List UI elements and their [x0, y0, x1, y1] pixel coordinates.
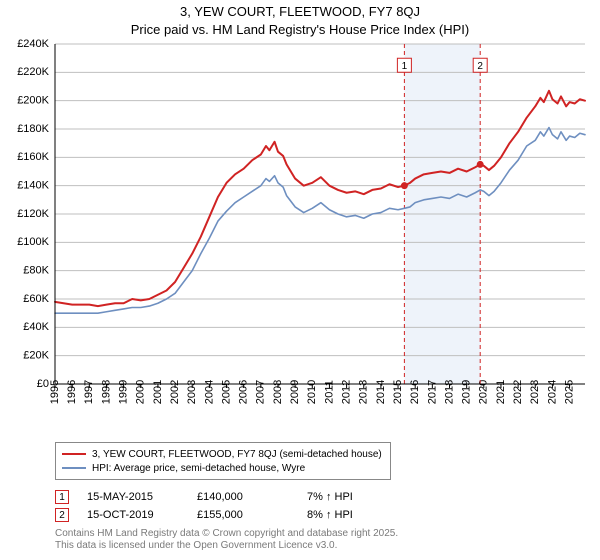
- sale-date: 15-MAY-2015: [87, 491, 197, 503]
- x-axis-tick-label: 2013: [358, 380, 370, 404]
- y-axis-tick-label: £20K: [23, 350, 49, 362]
- x-axis-tick-label: 2021: [495, 380, 507, 404]
- sale-date: 15-OCT-2019: [87, 509, 197, 521]
- x-axis-tick-label: 2009: [289, 380, 301, 404]
- x-axis-tick-label: 1997: [83, 380, 95, 404]
- x-axis-tick-label: 2017: [426, 380, 438, 404]
- y-axis-tick-label: £240K: [17, 38, 49, 50]
- x-axis-tick-label: 2014: [375, 380, 387, 404]
- x-axis-tick-label: 2001: [152, 380, 164, 404]
- x-axis-tick-label: 2010: [306, 380, 318, 404]
- x-axis-tick-label: 2022: [512, 380, 524, 404]
- x-axis-tick-label: 2005: [220, 380, 232, 404]
- x-axis-tick-label: 2006: [238, 380, 250, 404]
- x-axis-tick-label: 2002: [169, 380, 181, 404]
- legend-label: HPI: Average price, semi-detached house,…: [92, 463, 305, 474]
- x-axis-tick-label: 2019: [461, 380, 473, 404]
- x-axis-tick-label: 2003: [186, 380, 198, 404]
- table-row: 2 15-OCT-2019 £155,000 8% ↑ HPI: [55, 506, 427, 524]
- x-axis-tick-label: 2007: [255, 380, 267, 404]
- y-axis-tick-label: £80K: [23, 265, 49, 277]
- y-axis-tick-label: £140K: [17, 180, 49, 192]
- y-axis-tick-label: £0: [37, 378, 49, 390]
- x-axis-tick-label: 1999: [118, 380, 130, 404]
- y-axis-tick-label: £160K: [17, 151, 49, 163]
- x-axis-tick-label: 2015: [392, 380, 404, 404]
- footnote-line: Contains HM Land Registry data © Crown c…: [55, 528, 398, 540]
- x-axis-tick-label: 1996: [66, 380, 78, 404]
- y-axis-tick-label: £180K: [17, 123, 49, 135]
- sale-vs-hpi: 7% ↑ HPI: [307, 491, 427, 503]
- vline-number-label: 1: [402, 61, 408, 72]
- sale-vs-hpi: 8% ↑ HPI: [307, 509, 427, 521]
- x-axis-tick-label: 2025: [563, 380, 575, 404]
- x-axis-tick-label: 2000: [135, 380, 147, 404]
- x-axis-tick-label: 2018: [443, 380, 455, 404]
- x-axis-tick-label: 1998: [100, 380, 112, 404]
- legend-swatch: [62, 453, 86, 455]
- y-axis-tick-label: £100K: [17, 236, 49, 248]
- legend-item: HPI: Average price, semi-detached house,…: [62, 461, 382, 475]
- sale-marker-dot: [401, 182, 408, 189]
- series-hpi_wyre: [55, 128, 585, 314]
- sale-price: £140,000: [197, 491, 307, 503]
- legend-item: 3, YEW COURT, FLEETWOOD, FY7 8QJ (semi-d…: [62, 447, 382, 461]
- price-vs-hpi-chart: £0 £20K £40K £60K £80K £100K £120K £140K £160K £1…: [0, 0, 600, 440]
- sale-marker-box: 1: [55, 490, 69, 504]
- x-axis-tick-label: 2004: [203, 380, 215, 404]
- legend: 3, YEW COURT, FLEETWOOD, FY7 8QJ (semi-d…: [55, 442, 391, 480]
- table-row: 1 15-MAY-2015 £140,000 7% ↑ HPI: [55, 488, 427, 506]
- x-axis-tick-label: 2008: [272, 380, 284, 404]
- sale-marker-box: 2: [55, 508, 69, 522]
- y-axis-tick-label: £220K: [17, 66, 49, 78]
- series-price_paid: [55, 91, 585, 306]
- x-axis-tick-label: 2020: [478, 380, 490, 404]
- y-axis-tick-label: £200K: [17, 95, 49, 107]
- chart-title-subtitle: Price paid vs. HM Land Registry's House …: [0, 22, 600, 37]
- x-axis-tick-label: 2012: [340, 380, 352, 404]
- footnote-line: This data is licensed under the Open Gov…: [55, 540, 398, 552]
- y-axis-tick-label: £60K: [23, 293, 49, 305]
- data-attribution-footnote: Contains HM Land Registry data © Crown c…: [55, 528, 398, 552]
- y-axis-tick-label: £40K: [23, 321, 49, 333]
- x-axis-tick-label: 2016: [409, 380, 421, 404]
- x-axis-tick-label: 2024: [546, 380, 558, 404]
- legend-swatch: [62, 467, 86, 469]
- chart-title-address: 3, YEW COURT, FLEETWOOD, FY7 8QJ: [0, 4, 600, 19]
- sale-marker-dot: [477, 161, 484, 168]
- sale-price: £155,000: [197, 509, 307, 521]
- y-axis-tick-label: £120K: [17, 208, 49, 220]
- sale-annotations-table: 1 15-MAY-2015 £140,000 7% ↑ HPI 2 15-OCT…: [55, 488, 427, 524]
- legend-label: 3, YEW COURT, FLEETWOOD, FY7 8QJ (semi-d…: [92, 449, 382, 460]
- vline-number-label: 2: [477, 61, 483, 72]
- x-axis-tick-label: 2023: [529, 380, 541, 404]
